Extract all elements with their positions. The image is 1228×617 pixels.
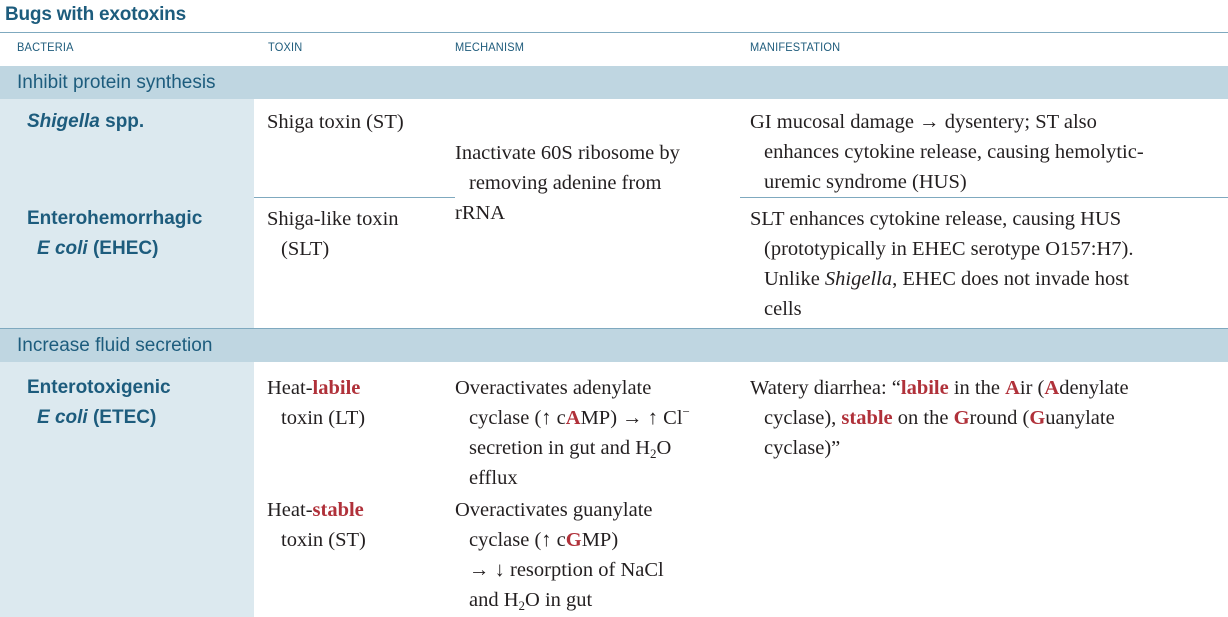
row-divider <box>254 197 455 198</box>
toxin-heat-labile: Heat-labile toxin (LT) <box>267 377 366 429</box>
section-header-protein-synthesis: Inhibit protein synthesis <box>0 66 1228 99</box>
title-rule <box>0 32 1228 33</box>
toxin-shiga-like: Shiga-like toxin (SLT) <box>267 208 399 260</box>
bacteria-column-bg <box>0 99 254 328</box>
bacteria-ehec: Enterohemorrhagic E coli (EHEC) <box>27 208 203 259</box>
column-header-toxin: TOXIN <box>268 40 303 54</box>
section-label: Increase fluid secretion <box>17 335 213 356</box>
toxin-heat-stable: Heat-stable toxin (ST) <box>267 499 366 551</box>
toxin-shiga: Shiga toxin (ST) <box>267 111 404 133</box>
manifestation-ehec: SLT enhances cytokine release, causing H… <box>750 208 1134 320</box>
bacteria-column-bg <box>0 362 254 617</box>
section-header-fluid-secretion: Increase fluid secretion <box>0 328 1228 362</box>
column-header-bacteria: BACTERIA <box>17 40 74 54</box>
column-header-manifestation: MANIFESTATION <box>750 40 841 54</box>
manifestation-shigella: GI mucosal damage → dysentery; ST also en… <box>750 111 1144 193</box>
column-header-mechanism: MECHANISM <box>455 40 525 54</box>
manifestation-etec: Watery diarrhea: “labile in the Air (Ade… <box>750 377 1129 459</box>
bacteria-shigella: Shigella spp. <box>27 111 145 132</box>
bacteria-etec: Enterotoxigenic E coli (ETEC) <box>27 377 171 428</box>
section-label: Inhibit protein synthesis <box>17 72 216 93</box>
page-title: Bugs with exotoxins <box>5 4 186 25</box>
mechanism-60s-inactivation: Inactivate 60S ribosome by removing adeni… <box>455 142 680 224</box>
row-divider <box>740 197 1228 198</box>
mechanism-adenylate-cyclase: Overactivates adenylate cyclase (↑ cAMP) … <box>455 377 690 489</box>
mechanism-guanylate-cyclase: Overactivates guanylate cyclase (↑ cGMP) →… <box>455 499 664 613</box>
